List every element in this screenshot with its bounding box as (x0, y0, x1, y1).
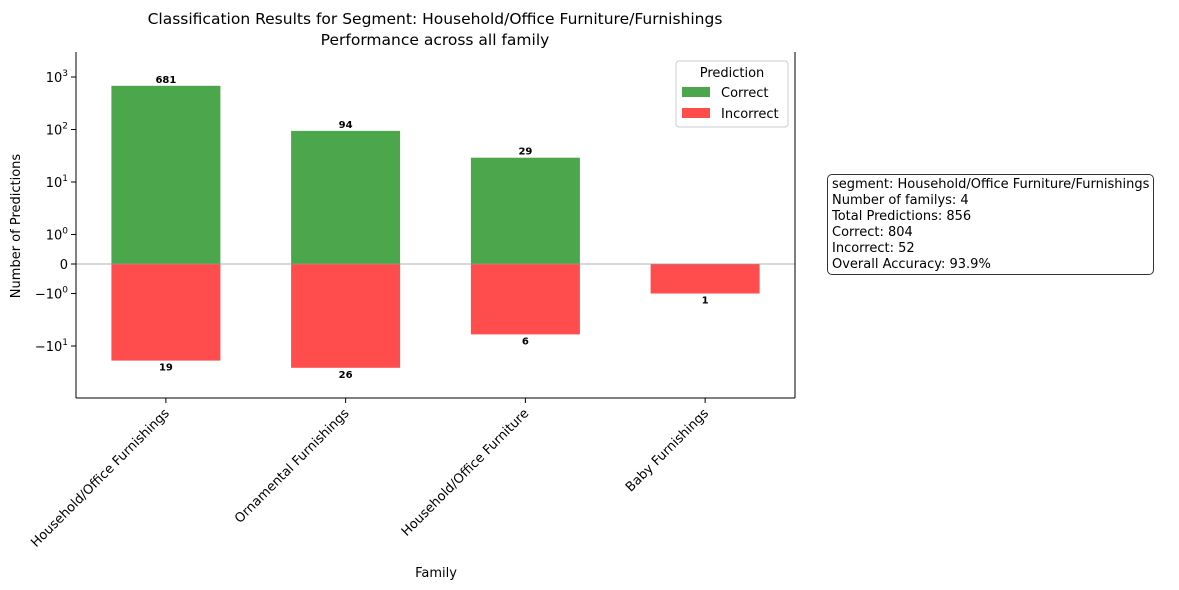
x-tick-label-1: Ornamental Furnishings (232, 406, 352, 526)
y-tick-label-6: −101 (35, 338, 68, 355)
value-label-correct-0: 681 (155, 75, 176, 86)
y-axis-title: Number of Predictions (9, 154, 24, 299)
y-tick-label-0: 103 (46, 69, 68, 86)
chart-title: Classification Results for Segment: Hous… (148, 10, 723, 28)
value-label-incorrect-2: 6 (522, 336, 529, 347)
value-labels-layer: 681 19 94 26 29 6 1 (155, 75, 708, 381)
y-tick-label-4: 0 (60, 258, 68, 273)
bar-correct-2 (470, 157, 580, 264)
value-label-correct-2: 29 (518, 147, 532, 158)
legend-swatch-correct (682, 87, 710, 97)
bars-layer (111, 85, 760, 368)
y-tick-label-5: −100 (35, 286, 68, 303)
chart-subtitle: Performance across all family (321, 31, 550, 49)
bar-incorrect-0 (111, 264, 221, 361)
x-axis-title: Family (415, 566, 457, 581)
x-tick-label-2: Household/Office Furniture (399, 406, 532, 539)
bar-incorrect-1 (291, 264, 401, 368)
value-label-correct-1: 94 (339, 120, 353, 131)
summary-stats-box: segment: Household/Office Furniture/Furn… (827, 174, 1155, 275)
bar-correct-1 (291, 130, 401, 264)
stats-correct: Correct: 804 (832, 225, 913, 240)
legend-label-correct: Correct (721, 86, 768, 101)
stats-total-predictions: Total Predictions: 856 (832, 209, 972, 224)
value-label-incorrect-0: 19 (159, 363, 173, 374)
value-label-incorrect-3: 1 (702, 296, 709, 307)
y-tick-label-3: 100 (46, 227, 69, 244)
stats-accuracy: Overall Accuracy: 93.9% (832, 257, 991, 272)
bar-correct-0 (111, 85, 221, 264)
legend-swatch-incorrect (682, 108, 710, 118)
legend: Prediction Correct Incorrect (675, 60, 789, 128)
bar-incorrect-3 (650, 264, 760, 294)
y-tick-label-2: 101 (46, 174, 68, 191)
stats-segment: segment: Household/Office Furniture/Furn… (832, 177, 1150, 192)
legend-label-incorrect: Incorrect (721, 107, 779, 122)
legend-title: Prediction (700, 66, 765, 81)
x-tick-label-3: Baby Furnishings (623, 406, 712, 495)
x-tick-label-0: Household/Office Furnishings (28, 406, 172, 550)
value-label-incorrect-1: 26 (339, 370, 353, 381)
stats-incorrect: Incorrect: 52 (832, 241, 915, 256)
stats-family-count: Number of familys: 4 (832, 193, 969, 208)
bar-incorrect-2 (470, 264, 580, 335)
y-tick-label-1: 102 (46, 122, 68, 139)
